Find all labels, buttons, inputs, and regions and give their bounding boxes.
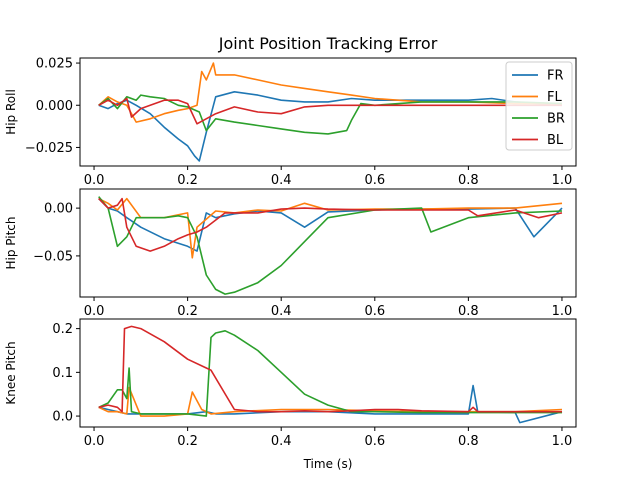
x-tick-label: 0.0 <box>84 434 105 449</box>
series-line-bl <box>98 97 562 125</box>
x-tick-label: 0.0 <box>84 173 105 188</box>
x-tick-label: 0.2 <box>177 304 198 319</box>
y-tick-label: 0.0 <box>52 410 73 425</box>
x-tick-label: 0.8 <box>458 173 479 188</box>
y-axis-label: Hip Roll <box>4 89 18 135</box>
y-tick-label: −0.05 <box>33 249 73 264</box>
x-tick-label: 0.2 <box>177 173 198 188</box>
x-tick-label: 0.6 <box>364 304 385 319</box>
series-line-br <box>98 196 563 295</box>
panel-3: 0.0 0.2 0.4 0.6 0.8 1.0 0.0 0.1 0.2 Knee Pitch <box>4 318 577 449</box>
y-tick-label: −0.025 <box>25 141 73 156</box>
legend: FR FL BR BL <box>505 61 573 151</box>
x-tick-label: 0.4 <box>271 173 292 188</box>
series-line-fl <box>98 62 562 123</box>
x-tick-label: 0.4 <box>271 304 292 319</box>
chart-title: Joint Position Tracking Error <box>218 34 438 53</box>
series-line-bl <box>98 197 563 252</box>
y-tick-label: 0.2 <box>52 322 73 337</box>
x-tick-label: 1.0 <box>552 304 573 319</box>
plot-frame <box>79 188 577 298</box>
y-tick-label: 0.1 <box>52 366 73 381</box>
legend-label-fr: FR <box>547 69 564 84</box>
x-tick-label: 0.2 <box>177 434 198 449</box>
legend-box <box>505 61 573 151</box>
panel-1: 0.0 0.2 0.4 0.6 0.8 1.0 −0.025 0.000 0.025 Hip Ro… <box>4 57 577 188</box>
x-tick-label: 1.0 <box>552 173 573 188</box>
panel-2: 0.0 0.2 0.4 0.6 0.8 1.0 −0.05 0.00 Hip Pitch <box>4 188 577 319</box>
y-tick-label: 0.000 <box>36 99 73 114</box>
x-axis-label: Time (s) <box>303 457 353 471</box>
legend-label-br: BR <box>547 112 565 127</box>
series-line-fl <box>98 386 563 417</box>
y-axis-label: Hip Pitch <box>4 216 18 269</box>
legend-label-fl: FL <box>547 90 562 105</box>
series-line-fr <box>98 384 563 424</box>
y-tick-label: 0.00 <box>44 202 73 217</box>
y-tick-label: 0.025 <box>36 57 73 72</box>
x-tick-label: 0.8 <box>458 304 479 319</box>
panels-group: 0.0 0.2 0.4 0.6 0.8 1.0 −0.025 0.000 0.025 Hip Ro… <box>4 57 577 449</box>
x-tick-label: 0.6 <box>364 434 385 449</box>
series-line-fr <box>98 91 563 162</box>
x-tick-label: 0.4 <box>271 434 292 449</box>
x-tick-label: 0.6 <box>364 173 385 188</box>
x-tick-label: 0.8 <box>458 434 479 449</box>
legend-label-bl: BL <box>547 133 564 148</box>
plot-frame <box>79 318 577 428</box>
plot-frame <box>79 57 577 167</box>
y-axis-label: Knee Pitch <box>4 341 18 404</box>
x-tick-label: 0.0 <box>84 304 105 319</box>
series-line-bl <box>98 325 562 413</box>
x-tick-label: 1.0 <box>552 434 573 449</box>
series-line-br <box>98 330 562 417</box>
